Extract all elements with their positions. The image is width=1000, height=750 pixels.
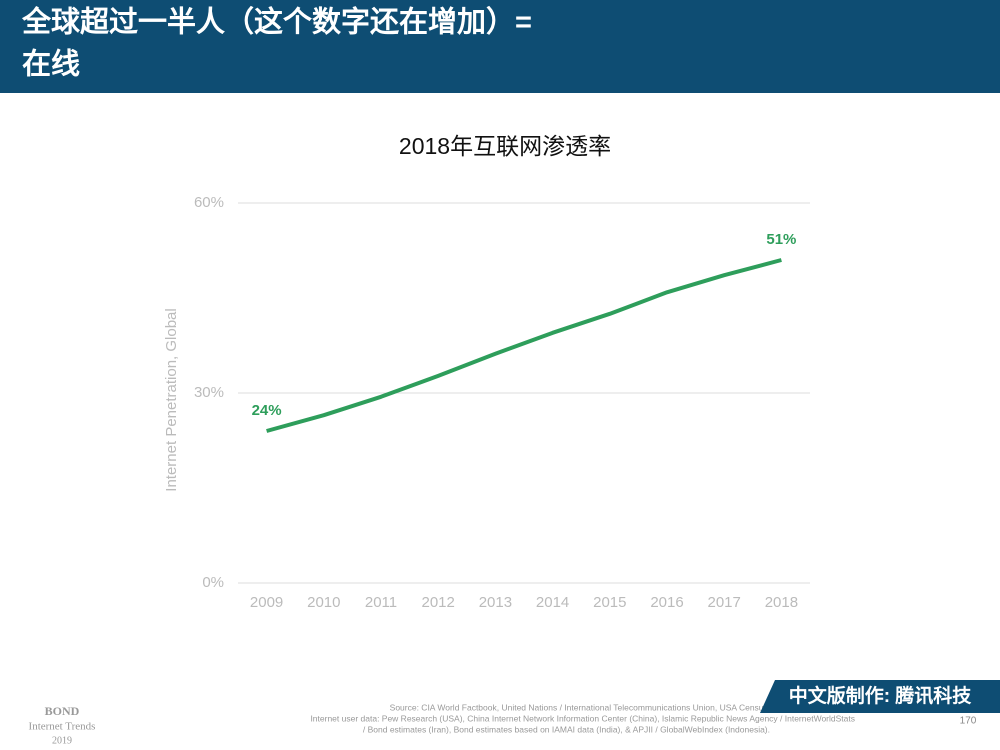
x-tick-label: 2010 (307, 594, 340, 611)
source: Internet user data: Pew Research (USA), … (310, 713, 855, 723)
header-title: 在线 (22, 48, 80, 81)
y-tick-label: 60% (194, 194, 224, 211)
header-band (0, 0, 1000, 93)
source: / Bond estimates (Iran), Bond estimates … (363, 724, 770, 734)
x-tick-label: 2017 (708, 594, 741, 611)
data-label: 51% (766, 231, 796, 248)
x-tick-label: 2016 (650, 594, 683, 611)
y-tick-label: 0% (202, 574, 224, 591)
source: Source: CIA World Factbook, United Natio… (390, 702, 851, 712)
brand: Internet Trends (29, 721, 96, 733)
brand: BOND (45, 704, 80, 718)
x-tick-label: 2011 (365, 594, 397, 611)
data-label: 24% (252, 402, 282, 419)
x-tick-label: 2018 (765, 594, 798, 611)
brand: 2019 (52, 735, 72, 746)
x-tick-label: 2012 (422, 594, 455, 611)
page-number: 170 (960, 716, 977, 727)
badge-bg (760, 680, 1000, 713)
x-tick-label: 2013 (479, 594, 512, 611)
chart-title: 2018年互联网渗透率 (399, 133, 611, 159)
badge: 中文版制作: 腾讯科技 (789, 684, 973, 707)
x-tick-label: 2015 (593, 594, 626, 611)
x-tick-label: 2014 (536, 594, 569, 611)
y-axis-label: Internet Penetration, Global (163, 308, 180, 491)
x-tick-label: 2009 (250, 594, 283, 611)
header-title: 全球超过一半人（这个数字还在增加）= (21, 5, 532, 39)
y-tick-label: 30% (194, 384, 224, 401)
line (266, 258, 782, 433)
